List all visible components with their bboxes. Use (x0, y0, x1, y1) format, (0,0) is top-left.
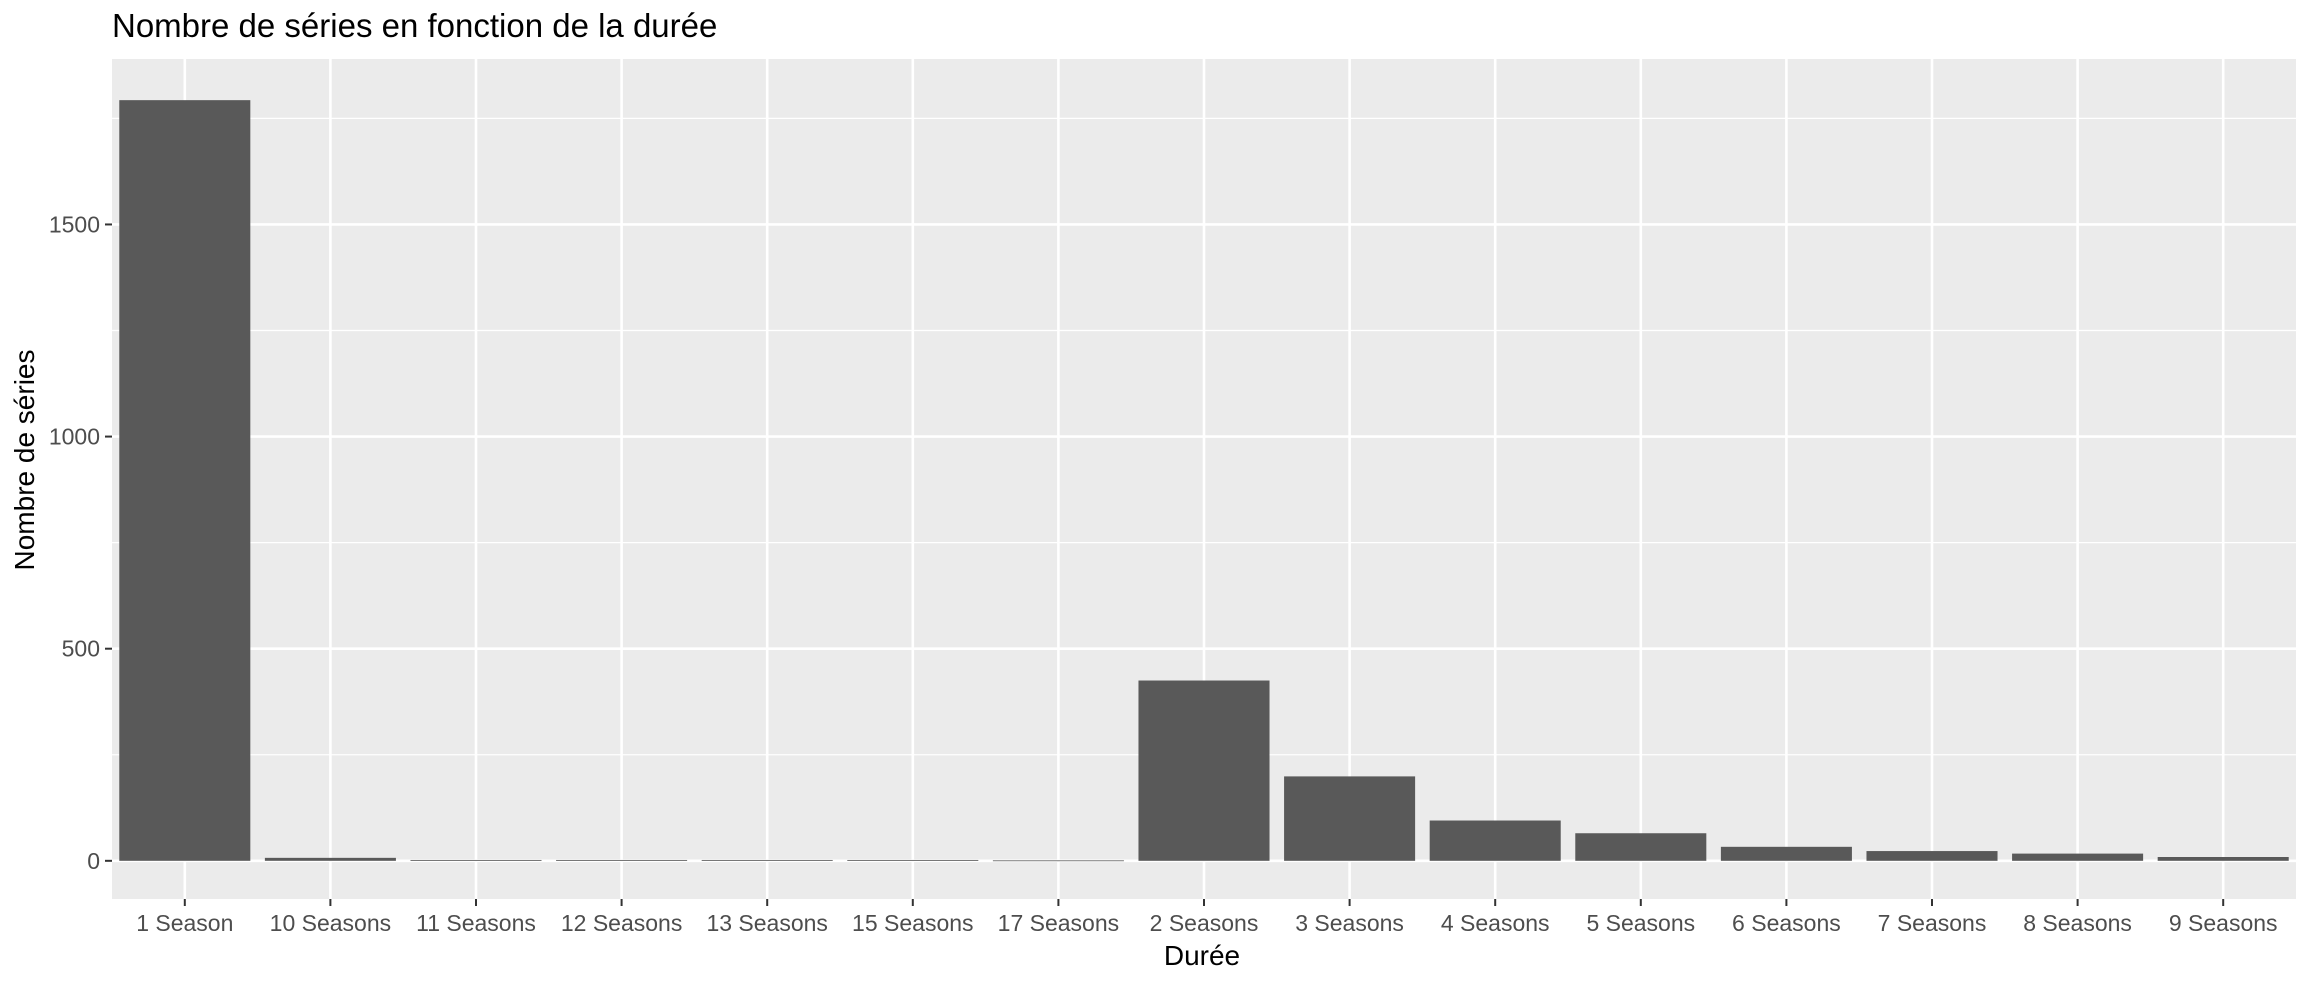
bar-17-seasons (992, 860, 1124, 862)
x-tick-label: 7 Seasons (1878, 910, 1987, 936)
y-tick-label: 500 (62, 636, 100, 662)
x-tick-label: 12 Seasons (561, 910, 682, 936)
x-tick-label: 17 Seasons (998, 910, 1119, 936)
y-axis: 0 500 1000 1500 (49, 211, 112, 874)
x-axis: 1 Season 10 Seasons 11 Seasons 12 Seasons 13… (136, 899, 2278, 936)
bar-12-seasons (556, 859, 688, 861)
y-axis-title: Nombre de séries (9, 350, 40, 571)
x-tick-label: 8 Seasons (2023, 910, 2132, 936)
bar-6-seasons (1720, 846, 1852, 861)
bar-9-seasons (2157, 857, 2289, 861)
y-tick-label: 0 (87, 848, 100, 874)
y-tick-label: 1500 (49, 211, 100, 237)
x-tick-label: 15 Seasons (852, 910, 973, 936)
x-tick-label: 2 Seasons (1150, 910, 1259, 936)
x-axis-title: Durée (1164, 940, 1240, 971)
x-tick-label: 5 Seasons (1586, 910, 1695, 936)
plot-area (112, 59, 2296, 899)
x-tick-label: 6 Seasons (1732, 910, 1841, 936)
bar-7-seasons (1866, 851, 1998, 861)
x-tick-label: 9 Seasons (2169, 910, 2278, 936)
bar-3-seasons (1284, 776, 1416, 861)
y-tick-label: 1000 (49, 424, 100, 450)
bar-10-seasons (264, 857, 396, 861)
x-tick-label: 11 Seasons (416, 910, 536, 936)
bar-4-seasons (1429, 820, 1561, 861)
bar-2-seasons (1138, 680, 1270, 861)
bar-5-seasons (1575, 833, 1707, 861)
x-tick-label: 3 Seasons (1295, 910, 1404, 936)
x-tick-label: 10 Seasons (270, 910, 391, 936)
bar-13-seasons (701, 859, 833, 861)
bar-15-seasons (847, 859, 979, 861)
bar-11-seasons (410, 859, 542, 861)
bar-1-season (119, 100, 251, 861)
x-tick-label: 1 Season (136, 910, 233, 936)
x-tick-label: 13 Seasons (706, 910, 827, 936)
chart-title: Nombre de séries en fonction de la durée (112, 7, 717, 44)
bar-8-seasons (2012, 853, 2144, 861)
x-tick-label: 4 Seasons (1441, 910, 1550, 936)
